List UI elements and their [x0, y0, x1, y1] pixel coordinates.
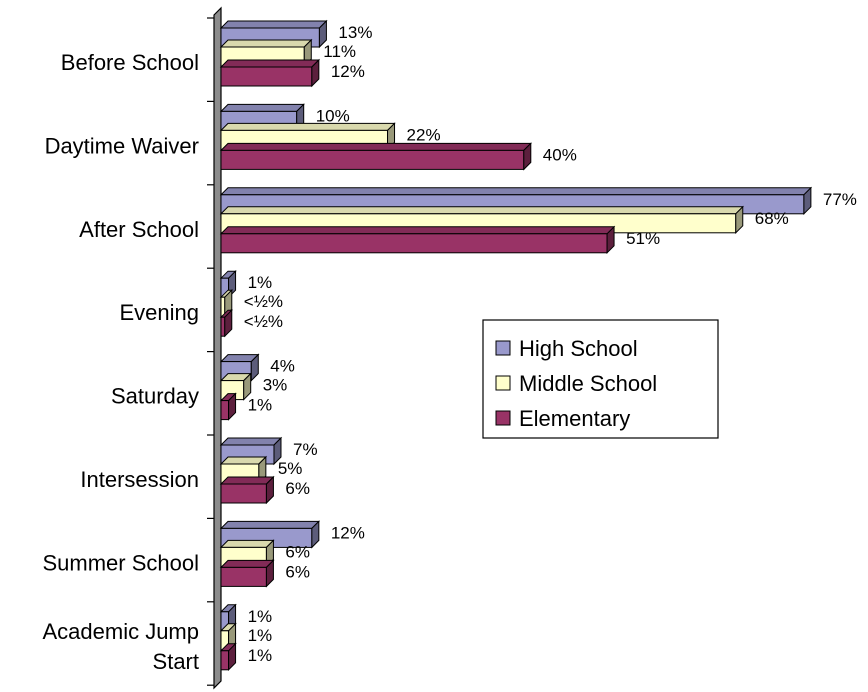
- bar: [219, 520, 321, 549]
- value-label: 77%: [823, 190, 857, 209]
- category-label: Before School: [61, 50, 199, 75]
- legend-label: Middle School: [519, 371, 657, 396]
- legend-swatch: [495, 375, 511, 391]
- bar: [219, 308, 233, 338]
- value-label: 7%: [293, 440, 318, 459]
- value-labels: 13%11%12%10%22%40%77%68%51%1%<½%<½%4%3%1…: [244, 23, 857, 665]
- bar: [219, 392, 237, 421]
- value-label: <½%: [244, 292, 283, 311]
- value-label: 13%: [338, 23, 372, 42]
- value-label: 1%: [248, 626, 273, 645]
- legend-label: Elementary: [519, 406, 630, 431]
- value-label: 10%: [316, 106, 350, 125]
- value-label: <½%: [244, 312, 283, 331]
- legend-swatch: [495, 340, 511, 356]
- value-label: 4%: [270, 357, 295, 376]
- category-label: Saturday: [111, 384, 199, 409]
- category-label: Intersession: [80, 467, 199, 492]
- category-label: Academic Jump Start: [42, 619, 199, 674]
- value-label: 1%: [248, 396, 273, 415]
- value-label: 1%: [248, 646, 273, 665]
- category-label: Summer School: [42, 550, 199, 575]
- value-label: 12%: [331, 62, 365, 81]
- category-label: Evening: [119, 300, 199, 325]
- value-label: 51%: [626, 229, 660, 248]
- value-label: 11%: [323, 42, 356, 61]
- value-label: 6%: [285, 562, 310, 581]
- value-label: 6%: [285, 542, 310, 561]
- value-label: 68%: [755, 209, 789, 228]
- value-label: 1%: [248, 607, 273, 626]
- bar: [219, 475, 275, 505]
- axis-wall-face: [213, 6, 222, 690]
- category-label: After School: [79, 217, 199, 242]
- value-label: 3%: [263, 376, 288, 395]
- value-label: 6%: [285, 479, 310, 498]
- axis-wall: [207, 6, 222, 690]
- bars: [219, 19, 813, 672]
- legend-box: [482, 319, 719, 439]
- category-labels: Before School Daytime Waiver After School E…: [42, 50, 199, 674]
- category-label: Daytime Waiver: [45, 133, 199, 158]
- value-label: 12%: [331, 523, 365, 542]
- value-label: 40%: [543, 145, 577, 164]
- bar: [219, 642, 237, 672]
- bar: [219, 142, 533, 171]
- bar: [219, 225, 616, 255]
- legend: High School Middle School Elementary: [482, 319, 719, 439]
- legend-label: High School: [519, 336, 638, 361]
- legend-swatch: [495, 410, 511, 426]
- value-label: 22%: [407, 125, 441, 144]
- bar: [219, 559, 275, 588]
- value-label: 5%: [278, 459, 303, 478]
- value-label: 1%: [248, 273, 273, 292]
- bar: [219, 58, 321, 88]
